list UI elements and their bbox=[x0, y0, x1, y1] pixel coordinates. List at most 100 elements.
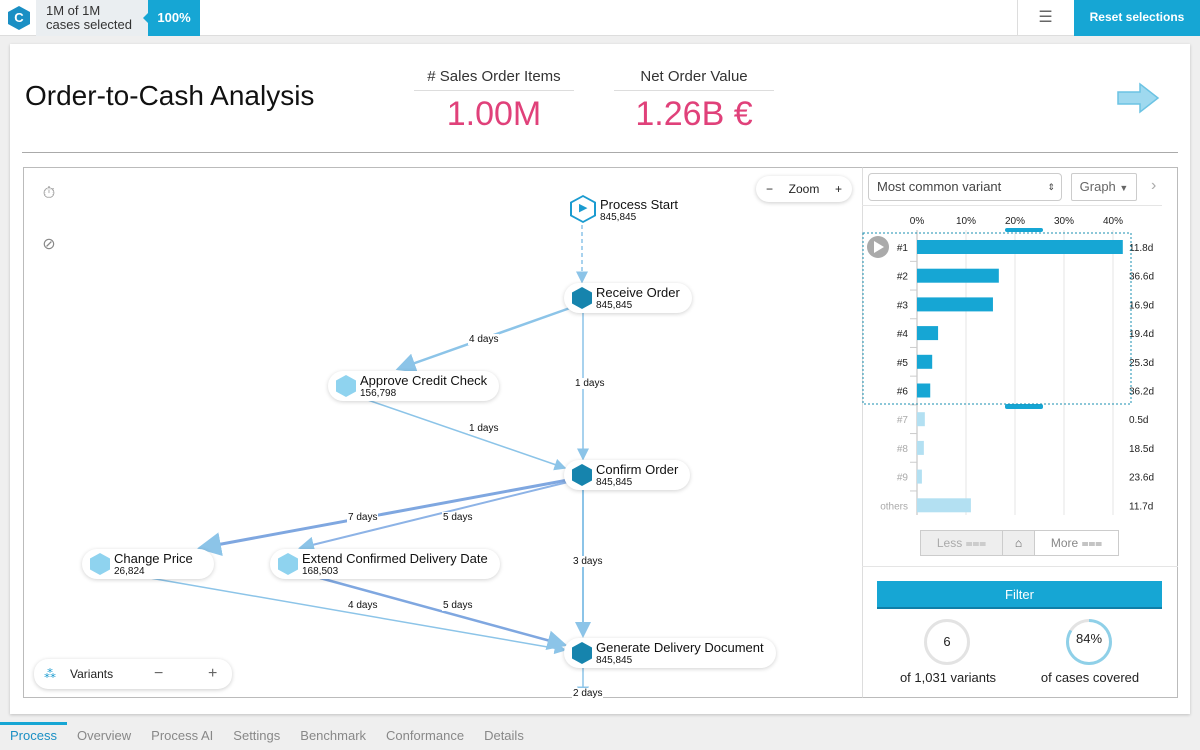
bar-variant-7 bbox=[917, 412, 925, 427]
category-label: others bbox=[880, 501, 908, 512]
hamburger-icon[interactable]: ☰ bbox=[1017, 0, 1073, 36]
zoom-label: Zoom bbox=[788, 182, 820, 196]
less-more-controls: Less ⩶ ⌂ More ⩶ bbox=[920, 530, 1119, 556]
selection-summary: 1M of 1M cases selected bbox=[36, 0, 148, 36]
bar-variant-5 bbox=[917, 354, 933, 369]
view-select-value: Graph bbox=[1079, 179, 1116, 194]
navigate-arrow-icon[interactable] bbox=[1116, 82, 1160, 114]
less-label: Less bbox=[936, 536, 963, 550]
bar-variant-4 bbox=[917, 326, 939, 341]
bar-variant-9 bbox=[917, 469, 922, 484]
tab-overview[interactable]: Overview bbox=[76, 728, 132, 743]
coverage-ring: 84% bbox=[1066, 619, 1112, 665]
kpi-label: Net Order Value bbox=[614, 68, 774, 91]
more-label: More bbox=[1050, 536, 1079, 550]
play-icon: ▶ bbox=[579, 202, 588, 214]
duration-label: 11.7d bbox=[1129, 501, 1153, 512]
node-change-price[interactable]: Change Price 26,824 bbox=[82, 549, 214, 579]
duration-label: 18.5d bbox=[1129, 444, 1154, 455]
node-name: Extend Confirmed Delivery Date bbox=[302, 551, 488, 566]
timer-icon[interactable]: ⏱ bbox=[31, 174, 67, 214]
category-label: #7 bbox=[897, 415, 909, 426]
category-label: #1 bbox=[897, 243, 909, 254]
edge-label: 7 days bbox=[347, 512, 379, 523]
tab-conformance[interactable]: Conformance bbox=[386, 728, 465, 743]
x-tick-label: 20% bbox=[1005, 216, 1025, 227]
duration-label: 23.6d bbox=[1129, 473, 1154, 484]
variants-caption: of 1,031 variants bbox=[899, 670, 997, 685]
zoom-control: − Zoom + bbox=[756, 176, 852, 202]
x-tick-label: 10% bbox=[956, 216, 976, 227]
chevron-right-icon[interactable]: › bbox=[1151, 177, 1157, 194]
variants-label: Variants bbox=[70, 667, 114, 681]
sort-select[interactable]: Most common variant ⇕ bbox=[868, 173, 1062, 201]
caret-down-icon: ▼ bbox=[1119, 183, 1129, 193]
home-icon[interactable]: ⌂ bbox=[1003, 531, 1035, 555]
node-confirm-order[interactable]: Confirm Order 845,845 bbox=[564, 460, 691, 490]
ring-inner bbox=[1069, 622, 1109, 662]
app-logo[interactable]: C bbox=[8, 6, 30, 30]
node-process-start[interactable]: ▶ Process Start 845,845 bbox=[568, 195, 678, 228]
node-extend-confirmed-delivery-date[interactable]: Extend Confirmed Delivery Date 168,503 bbox=[270, 549, 500, 579]
selection-handle-bottom bbox=[1005, 404, 1043, 409]
sort-icon: ⩶ bbox=[1081, 536, 1103, 550]
node-name: Generate Delivery Document bbox=[596, 640, 764, 655]
less-button[interactable]: Less ⩶ bbox=[921, 531, 1003, 555]
node-name: Approve Credit Check bbox=[360, 373, 488, 388]
node-name: Change Price bbox=[114, 551, 193, 566]
bar-others bbox=[917, 498, 971, 513]
zoom-in-button[interactable]: + bbox=[834, 182, 842, 196]
variants-decrease-button[interactable]: − bbox=[154, 665, 164, 682]
activity-hex-icon bbox=[336, 375, 356, 397]
coverage-caption: of cases covered bbox=[1040, 670, 1140, 685]
node-receive-order[interactable]: Receive Order 845,845 bbox=[564, 283, 692, 313]
node-name: Confirm Order bbox=[596, 462, 679, 477]
variants-icon: ⁂ bbox=[44, 667, 56, 681]
x-tick-label: 40% bbox=[1103, 216, 1123, 227]
duration-label: 25.3d bbox=[1129, 358, 1154, 369]
more-button[interactable]: More ⩶ bbox=[1035, 531, 1118, 555]
page-title: Order-to-Cash Analysis bbox=[25, 80, 315, 111]
variant-bar-chart[interactable]: 0% 10% 20% 30% 40% #1 11.8d #2 36.6d #3 16.9d #4 19.… bbox=[862, 205, 1178, 525]
activity-hex-icon bbox=[572, 642, 592, 664]
node-count: 156,798 bbox=[360, 388, 397, 399]
duration-label: 16.9d bbox=[1129, 300, 1154, 311]
view-select[interactable]: Graph ▼ bbox=[1071, 173, 1137, 201]
divider bbox=[22, 152, 1178, 153]
sort-icon: ⩶ bbox=[965, 536, 987, 550]
category-label: #3 bbox=[897, 300, 909, 311]
selection-handle-top bbox=[1005, 228, 1043, 232]
divider bbox=[862, 566, 1178, 567]
variant-panel bbox=[862, 167, 1178, 698]
edge bbox=[298, 481, 569, 553]
edge bbox=[319, 576, 568, 651]
bar-variant-1 bbox=[917, 240, 1123, 254]
reset-selections-button[interactable]: Reset selections bbox=[1074, 0, 1200, 36]
edge bbox=[361, 397, 567, 471]
tab-settings[interactable]: Settings bbox=[233, 728, 281, 743]
x-tick-label: 30% bbox=[1054, 216, 1074, 227]
tab-details[interactable]: Details bbox=[484, 728, 524, 743]
zoom-out-button[interactable]: − bbox=[766, 182, 774, 196]
filter-button[interactable]: Filter bbox=[877, 581, 1162, 609]
edge-label: 2 days bbox=[572, 688, 604, 699]
tab-benchmark[interactable]: Benchmark bbox=[300, 728, 367, 743]
node-count: 26,824 bbox=[114, 566, 145, 577]
selection-percent-badge: 100% bbox=[143, 0, 200, 36]
category-label: #9 bbox=[897, 473, 909, 484]
duration-label: 36.2d bbox=[1129, 387, 1154, 398]
edge-label: 3 days bbox=[572, 556, 604, 567]
category-label: #5 bbox=[897, 358, 909, 369]
node-approve-credit-check[interactable]: Approve Credit Check 156,798 bbox=[328, 371, 500, 401]
node-count: 845,845 bbox=[600, 212, 637, 223]
node-count: 845,845 bbox=[596, 477, 633, 488]
top-bar bbox=[0, 0, 1200, 36]
edge-label: 5 days bbox=[442, 512, 474, 523]
tab-process-ai[interactable]: Process AI bbox=[151, 728, 214, 743]
variants-control: ⁂ Variants − + bbox=[34, 659, 232, 689]
selection-label: cases selected bbox=[46, 17, 132, 32]
tab-process[interactable]: Process bbox=[0, 722, 67, 750]
updown-icon: ⇕ bbox=[1047, 182, 1055, 192]
variants-increase-button[interactable]: + bbox=[208, 665, 218, 682]
node-generate-delivery-document[interactable]: Generate Delivery Document 845,845 bbox=[564, 638, 776, 668]
